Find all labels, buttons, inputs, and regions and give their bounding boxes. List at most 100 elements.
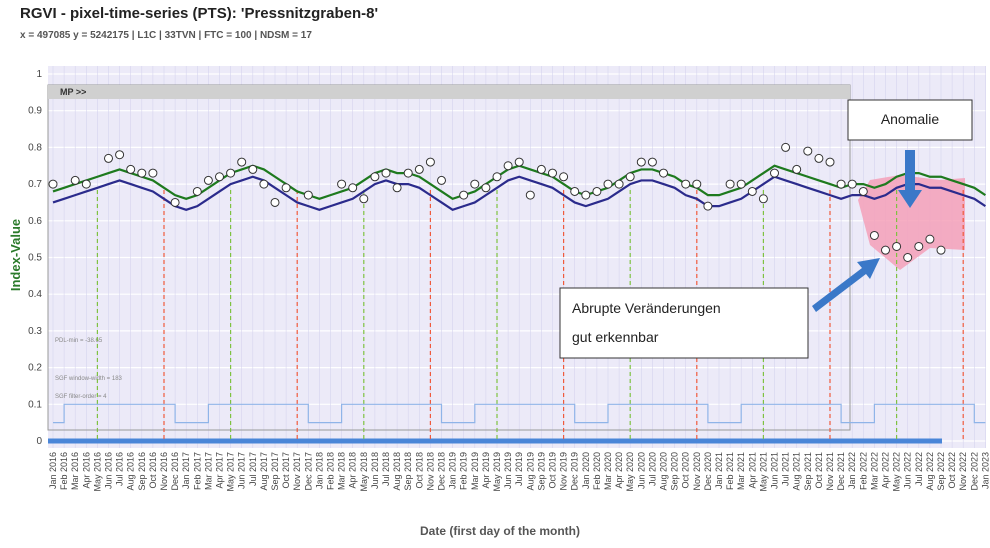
x-tick-label: Jun 2017 xyxy=(237,452,247,489)
x-tick-label: Oct 2021 xyxy=(814,452,824,489)
anomaly-box xyxy=(847,99,973,141)
observation xyxy=(337,179,347,189)
observation xyxy=(692,179,702,189)
x-tick-label: Sep 2022 xyxy=(936,452,946,491)
x-tick-label: Aug 2021 xyxy=(792,452,802,491)
observation xyxy=(836,179,846,189)
x-tick-label: May 2017 xyxy=(226,452,236,492)
x-tick-label: Jun 2016 xyxy=(104,452,114,489)
observation xyxy=(215,172,224,182)
observation xyxy=(936,245,946,255)
x-tick-label: Dec 2022 xyxy=(969,452,979,491)
x-tick-label: Apr 2022 xyxy=(881,452,891,489)
observation xyxy=(681,179,691,189)
y-tick-label: 0 xyxy=(36,436,42,447)
observation xyxy=(758,194,768,204)
observation xyxy=(736,179,746,189)
anomaly-label: Anomalie xyxy=(881,111,940,127)
y-tick-label: 0.5 xyxy=(28,253,42,264)
x-tick-label: Mar 2019 xyxy=(470,452,480,490)
x-tick-label: Oct 2022 xyxy=(947,452,957,489)
observation xyxy=(592,186,602,196)
observation xyxy=(348,183,358,193)
x-tick-label: Nov 2022 xyxy=(958,452,968,491)
observation xyxy=(403,168,413,178)
x-tick-label: May 2019 xyxy=(492,452,502,492)
x-tick-label: Jul 2017 xyxy=(248,452,258,486)
x-tick-label: Oct 2020 xyxy=(681,452,691,489)
observation xyxy=(747,186,757,196)
y-label: Index-Value xyxy=(8,219,23,291)
observation xyxy=(869,230,879,240)
x-tick-label: Nov 2019 xyxy=(559,452,569,491)
x-tick-label: Feb 2017 xyxy=(192,452,202,490)
x-tick-label: Feb 2021 xyxy=(725,452,735,490)
observation xyxy=(48,179,58,189)
x-tick-label: Aug 2017 xyxy=(259,452,269,491)
x-tick-label: Dec 2017 xyxy=(303,452,313,491)
x-tick-label: Sep 2020 xyxy=(670,452,680,491)
observation xyxy=(914,241,924,251)
x-tick-label: Oct 2019 xyxy=(548,452,558,489)
x-tick-label: Mar 2021 xyxy=(736,452,746,490)
note: SGF window-width = 183 xyxy=(55,376,123,382)
y-tick-label: 0.9 xyxy=(28,106,42,117)
observation xyxy=(148,168,158,178)
x-tick-label: Aug 2016 xyxy=(126,452,136,491)
arrow xyxy=(898,150,922,208)
observation xyxy=(781,142,791,152)
observation xyxy=(892,241,902,251)
series-line xyxy=(52,175,987,212)
abrupt-label: gut erkennbar xyxy=(572,329,659,345)
x-tick-label: Jun 2020 xyxy=(636,452,646,489)
subtitle: x = 497085 y = 5242175 | L1C | 33TVN | F… xyxy=(20,30,312,41)
x-tick-label: Nov 2017 xyxy=(292,452,302,491)
x-tick-label: Feb 2016 xyxy=(59,452,69,490)
observation xyxy=(659,168,668,178)
x-tick-label: Feb 2019 xyxy=(459,452,469,490)
mp-label: MP >> xyxy=(60,87,86,97)
observation xyxy=(803,146,813,156)
x-tick-label: Jun 2018 xyxy=(370,452,380,489)
observation xyxy=(137,168,147,178)
x-tick-label: Sep 2019 xyxy=(536,452,546,491)
x-tick-label: Apr 2018 xyxy=(348,452,358,489)
arrow xyxy=(812,258,880,312)
x-tick-label: Jan 2022 xyxy=(847,452,857,489)
observation xyxy=(770,168,779,178)
x-tick-label: May 2016 xyxy=(92,452,102,492)
x-tick-label: Jul 2022 xyxy=(914,452,924,486)
x-tick-label: Dec 2019 xyxy=(570,452,580,491)
observation xyxy=(270,197,280,207)
observation xyxy=(858,186,868,196)
observation xyxy=(381,168,391,178)
observation xyxy=(814,153,824,163)
observation xyxy=(192,186,202,196)
observation xyxy=(226,168,236,178)
observation xyxy=(425,157,435,167)
observation xyxy=(470,179,480,189)
x-tick-label: Apr 2019 xyxy=(481,452,491,489)
x-tick-label: May 2020 xyxy=(625,452,635,492)
x-tick-label: May 2022 xyxy=(892,452,902,492)
observation xyxy=(625,172,635,182)
note: SGF filter-order = 4 xyxy=(55,394,107,400)
observation xyxy=(881,245,890,255)
x-tick-label: Jun 2019 xyxy=(503,452,513,489)
observation xyxy=(303,190,313,200)
x-tick-label: Dec 2021 xyxy=(836,452,846,491)
x-tick-label: Oct 2016 xyxy=(148,452,158,489)
observation xyxy=(126,164,136,174)
x-tick-label: Dec 2018 xyxy=(437,452,447,491)
x-tick-label: Jan 2017 xyxy=(181,452,191,489)
observation xyxy=(703,201,713,211)
x-tick-label: Aug 2018 xyxy=(392,452,402,491)
observation xyxy=(248,164,258,174)
note: PDL-min = -38.65 xyxy=(55,338,103,344)
x-tick-label: Sep 2021 xyxy=(803,452,813,491)
x-tick-label: Nov 2020 xyxy=(692,452,702,491)
y-tick-label: 0.6 xyxy=(28,216,42,227)
observation xyxy=(614,179,624,189)
x-tick-label: Jan 2018 xyxy=(314,452,324,489)
x-tick-label: Apr 2020 xyxy=(614,452,624,489)
